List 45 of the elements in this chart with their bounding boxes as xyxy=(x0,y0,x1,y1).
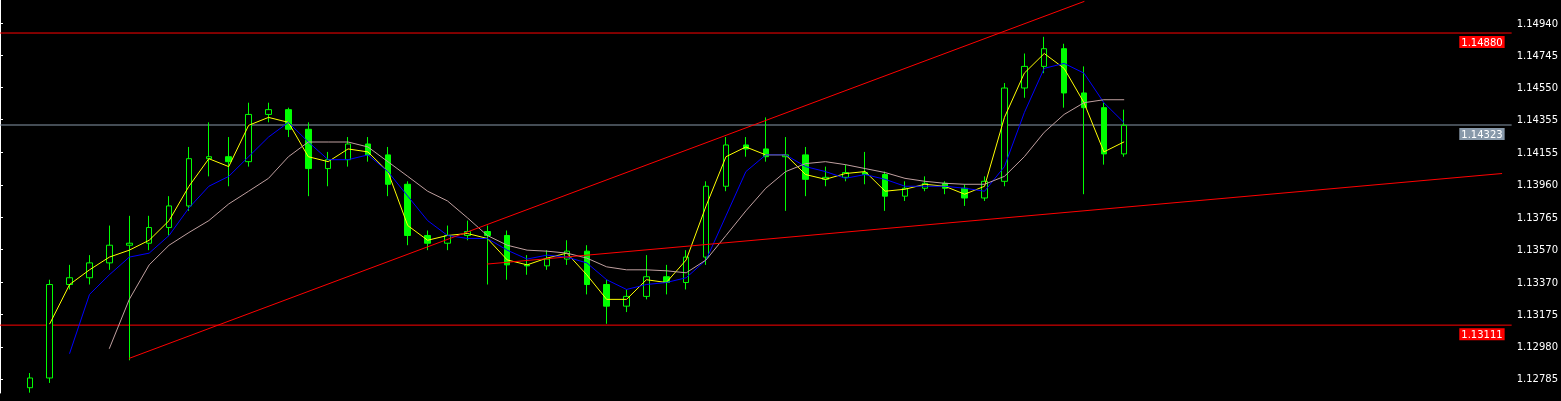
ref-line-label: 1.14323 xyxy=(1461,128,1503,140)
candlestick xyxy=(1081,65,1087,195)
y-tick-label: 1.13570 xyxy=(1516,243,1559,255)
candlestick xyxy=(186,146,192,212)
y-tick-label: 1.14550 xyxy=(1516,82,1559,94)
candlestick xyxy=(1001,82,1008,187)
y-tick-label: 1.13765 xyxy=(1516,211,1559,223)
candlestick xyxy=(86,254,93,286)
candlestick xyxy=(544,249,550,271)
candlestick xyxy=(206,121,212,177)
candlestick xyxy=(703,180,709,266)
candlestick xyxy=(524,254,530,276)
ref-line-label: 1.13111 xyxy=(1461,328,1503,340)
y-tick-label: 1.14745 xyxy=(1516,49,1559,61)
candlestick xyxy=(484,225,491,286)
candlestick xyxy=(603,279,610,325)
candlestick xyxy=(404,180,411,246)
candlestick xyxy=(146,215,152,251)
candlestick xyxy=(245,102,252,168)
y-tick-label: 1.13370 xyxy=(1516,276,1559,288)
line-series xyxy=(108,99,1125,349)
y-tick-label: 1.13175 xyxy=(1516,309,1559,321)
candlestick xyxy=(1061,43,1067,109)
y-tick-label: 1.13960 xyxy=(1516,179,1559,191)
candlestick xyxy=(66,264,73,290)
candlestick xyxy=(46,279,53,384)
candlestick xyxy=(126,215,133,361)
y-tick-label: 1.12980 xyxy=(1516,341,1559,353)
candlestick xyxy=(782,136,789,212)
candlestick xyxy=(1041,36,1047,74)
candlestick xyxy=(1021,53,1028,99)
y-tick-label: 1.14355 xyxy=(1516,114,1559,126)
y-tick-label: 1.12785 xyxy=(1516,373,1559,385)
candlestick xyxy=(27,372,33,394)
candlestick xyxy=(265,102,272,123)
candlestick xyxy=(106,225,113,271)
candlestick xyxy=(1121,109,1127,158)
candlestick xyxy=(225,136,232,187)
y-tick-label: 1.14940 xyxy=(1516,17,1559,29)
y-tick-label: 1.14155 xyxy=(1516,147,1559,159)
candlestick xyxy=(723,136,729,192)
candlestick xyxy=(166,195,172,236)
ref-line-label: 1.14880 xyxy=(1461,36,1503,48)
candlestick xyxy=(1101,102,1107,166)
candlestick xyxy=(325,151,331,187)
